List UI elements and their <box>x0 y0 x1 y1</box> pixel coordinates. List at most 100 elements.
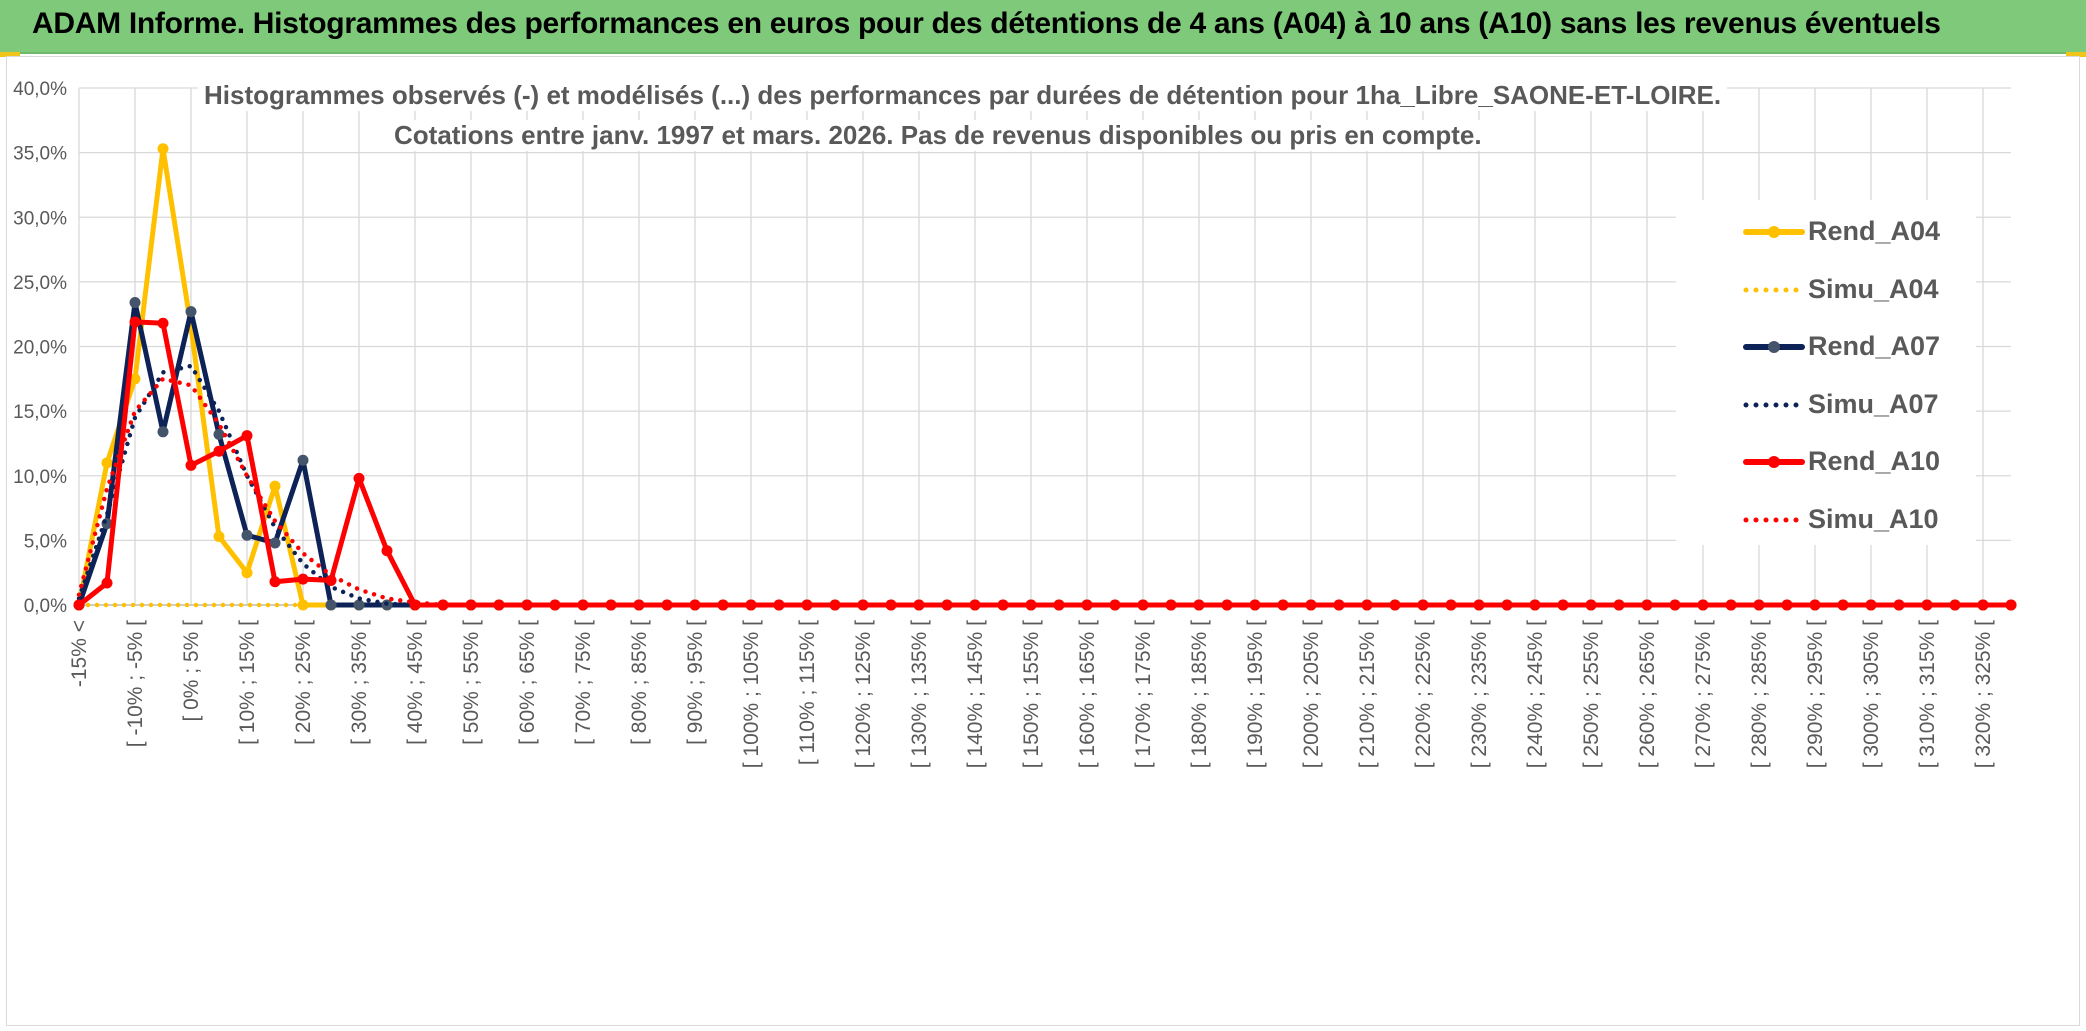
legend-label: Rend_A04 <box>1808 216 1941 246</box>
chart-legend: Rend_A04 Simu_A04 Rend_A07 Simu_A07 Rend_A10… <box>1676 200 1976 545</box>
series-rend-a07-point <box>353 599 365 611</box>
series-rend-a10-point <box>1137 599 1149 611</box>
y-tick-label: 0,0% <box>24 596 67 617</box>
series-rend-a07-point <box>297 454 309 466</box>
x-tick-label: [ 80% ; 85% [ <box>628 620 651 745</box>
x-tick-label: [ 60% ; 65% [ <box>516 620 539 745</box>
x-tick-label: [ 100% ; 105% [ <box>740 620 763 768</box>
series-rend-a10-point <box>353 472 365 484</box>
x-tick-label: [ 220% ; 225% [ <box>1412 620 1435 768</box>
series-rend-a10-point <box>1585 599 1597 611</box>
x-tick-label: [ 200% ; 205% [ <box>1300 620 1323 768</box>
series-rend-a10-point <box>297 573 309 585</box>
series-rend-a04-point <box>269 480 281 492</box>
corner-accent <box>2066 52 2086 57</box>
x-tick-label: [ 130% ; 135% [ <box>908 620 931 768</box>
legend-swatch <box>1743 456 1805 468</box>
x-tick-label: [ 300% ; 305% [ <box>1860 620 1883 768</box>
series-layer <box>73 143 2017 611</box>
x-tick-label: [ 0% ; 5% [ <box>180 620 203 722</box>
x-tick-label: [ 250% ; 255% [ <box>1580 620 1603 768</box>
report-banner: ADAM Informe. Histogrammes des performan… <box>0 0 2086 54</box>
legend-label: Rend_A10 <box>1808 446 1941 476</box>
series-rend-a04-point <box>157 143 169 155</box>
series-rend-a10-point <box>1081 599 1093 611</box>
x-tick-label: [ 140% ; 145% [ <box>964 620 987 768</box>
series-rend-a10-point <box>1109 599 1121 611</box>
series-rend-a10-point <box>241 430 253 442</box>
y-tick-label: 40,0% <box>13 79 67 100</box>
legend-swatch <box>1743 402 1805 407</box>
x-tick-label: [ 230% ; 235% [ <box>1468 620 1491 768</box>
x-tick-label: [ 30% ; 35% [ <box>348 620 371 745</box>
series-rend-a10-point <box>1333 599 1345 611</box>
series-rend-a10-point <box>577 599 589 611</box>
x-tick-label: [ 260% ; 265% [ <box>1636 620 1659 768</box>
x-tick-label: [ 110% ; 115% [ <box>796 620 819 765</box>
series-rend-a10-point <box>213 445 225 457</box>
x-tick-label: [ 210% ; 215% [ <box>1356 620 1379 768</box>
series-rend-a04-point <box>213 530 225 542</box>
series-rend-a07-point <box>185 306 197 318</box>
legend-label: Simu_A10 <box>1808 503 1939 534</box>
series-rend-a10-point <box>381 545 393 557</box>
legend-item-rend-a07: Rend_A07 <box>1676 327 1976 367</box>
legend-item-simu-a04: Simu_A04 <box>1676 270 1976 310</box>
y-tick-label: 5,0% <box>24 531 67 552</box>
legend-item-simu-a07: Simu_A07 <box>1676 385 1976 425</box>
legend-swatch <box>1743 287 1805 292</box>
x-tick-label: -15% < <box>68 620 91 687</box>
chart-subtitle: Cotations entre janv. 1997 et mars. 2026… <box>388 120 1488 151</box>
legend-swatch <box>1743 341 1805 353</box>
x-tick-label: [ 150% ; 155% [ <box>1020 620 1043 768</box>
x-tick-label: [ 180% ; 185% [ <box>1188 620 1211 768</box>
x-tick-label: [ 170% ; 175% [ <box>1132 620 1155 768</box>
x-tick-label: [ 40% ; 45% [ <box>404 620 427 745</box>
chart-title: Histogrammes observés (-) et modélisés (… <box>198 80 1728 111</box>
series-rend-a10-point <box>1865 599 1877 611</box>
x-tick-label: [ 310% ; 315% [ <box>1916 620 1939 768</box>
series-rend-a10-point <box>1389 599 1401 611</box>
series-rend-a10-point <box>1417 599 1429 611</box>
series-rend-a07-point <box>213 428 225 440</box>
series-rend-a10-point <box>857 599 869 611</box>
x-tick-label: [ 90% ; 95% [ <box>684 620 707 745</box>
series-rend-a10-point <box>605 599 617 611</box>
y-tick-label: 25,0% <box>13 273 67 294</box>
series-rend-a10-point <box>913 599 925 611</box>
y-tick-layer: 0,0% 5,0% 10,0% 15,0% 20,0% 25,0% 30,0% 35,0% 40… <box>13 79 67 617</box>
series-rend-a10-point <box>1669 599 1681 611</box>
series-rend-a07-point <box>241 529 253 541</box>
series-rend-a07-point <box>129 297 141 309</box>
series-rend-a10-point <box>633 599 645 611</box>
legend-label: Simu_A04 <box>1808 273 1939 304</box>
x-tick-label: [ 20% ; 25% [ <box>292 620 315 745</box>
legend-swatch <box>1743 226 1805 238</box>
x-tick-label: [ 50% ; 55% [ <box>460 620 483 745</box>
x-tick-label: [ 70% ; 75% [ <box>572 620 595 745</box>
x-tick-label: [ 190% ; 195% [ <box>1244 620 1267 768</box>
legend-label: Simu_A07 <box>1808 388 1939 419</box>
x-tick-label: [ 290% ; 295% [ <box>1804 620 1827 768</box>
series-rend-a04-point <box>101 457 113 469</box>
x-tick-label: [ -10% ; -5% [ <box>124 620 147 747</box>
series-rend-a10-point <box>1837 599 1849 611</box>
y-tick-label: 10,0% <box>13 467 67 488</box>
y-tick-label: 35,0% <box>13 144 67 165</box>
series-rend-a10-point <box>1165 599 1177 611</box>
series-rend-a10-point <box>829 599 841 611</box>
x-tick-label: [ 270% ; 275% [ <box>1692 620 1715 768</box>
series-rend-a10-point <box>1641 599 1653 611</box>
series-rend-a04-point <box>129 373 141 385</box>
series-rend-a10-point <box>157 317 169 329</box>
series-rend-a10-point <box>1613 599 1625 611</box>
legend-label: Rend_A07 <box>1808 331 1941 361</box>
series-simu-a10-line <box>76 376 2014 608</box>
series-rend-a10-point <box>101 577 113 589</box>
x-tick-label: [ 240% ; 245% [ <box>1524 620 1547 768</box>
y-tick-label: 20,0% <box>13 338 67 359</box>
series-rend-a10-point <box>269 576 281 588</box>
legend-item-simu-a10: Simu_A10 <box>1676 500 1976 540</box>
series-rend-a07-point <box>269 537 281 549</box>
